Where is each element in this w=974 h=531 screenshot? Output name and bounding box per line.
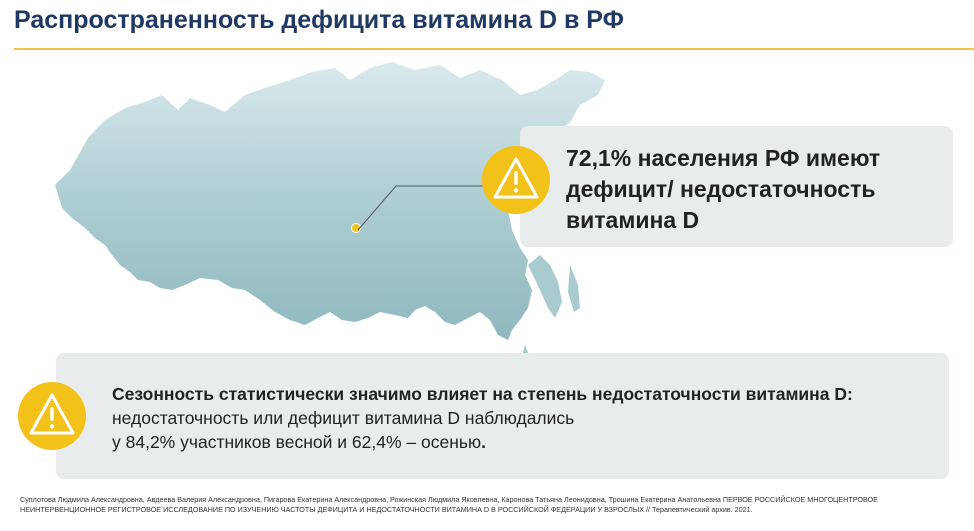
seasonality-callout-card: [56, 353, 949, 479]
seasonality-line-3-end: .: [481, 432, 486, 452]
seasonality-line-3-text: у 84,2% участников весной и 62,4% – осен…: [112, 432, 482, 452]
prevalence-text: 72,1% населения РФ имеют дефицит/ недост…: [566, 145, 881, 233]
callout-leader-line: [357, 185, 485, 231]
title-divider: [14, 48, 974, 50]
warning-icon: [482, 146, 550, 214]
page-title: Распространенность дефицита витамина D в…: [14, 6, 624, 34]
warning-icon: [18, 382, 86, 450]
prevalence-callout-card: [520, 126, 953, 247]
seasonality-text: Сезонность статистически значимо влияет …: [112, 382, 942, 454]
source-footnote: Суплотова Людмила Александровна, Авдеева…: [20, 495, 878, 514]
seasonality-line-2: недостаточность или дефицит витамина D н…: [112, 408, 575, 428]
seasonality-line-3: у 84,2% участников весной и 62,4% – осен…: [112, 430, 942, 454]
seasonality-heading: Сезонность статистически значимо влияет …: [112, 384, 853, 404]
